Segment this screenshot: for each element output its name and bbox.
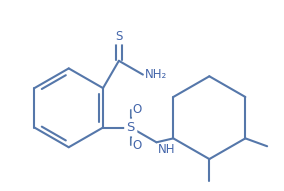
Text: O: O xyxy=(133,103,142,116)
Text: NH₂: NH₂ xyxy=(145,68,167,81)
Text: O: O xyxy=(133,139,142,152)
Text: S: S xyxy=(115,30,123,43)
Text: S: S xyxy=(127,121,135,134)
Text: NH: NH xyxy=(157,143,175,156)
